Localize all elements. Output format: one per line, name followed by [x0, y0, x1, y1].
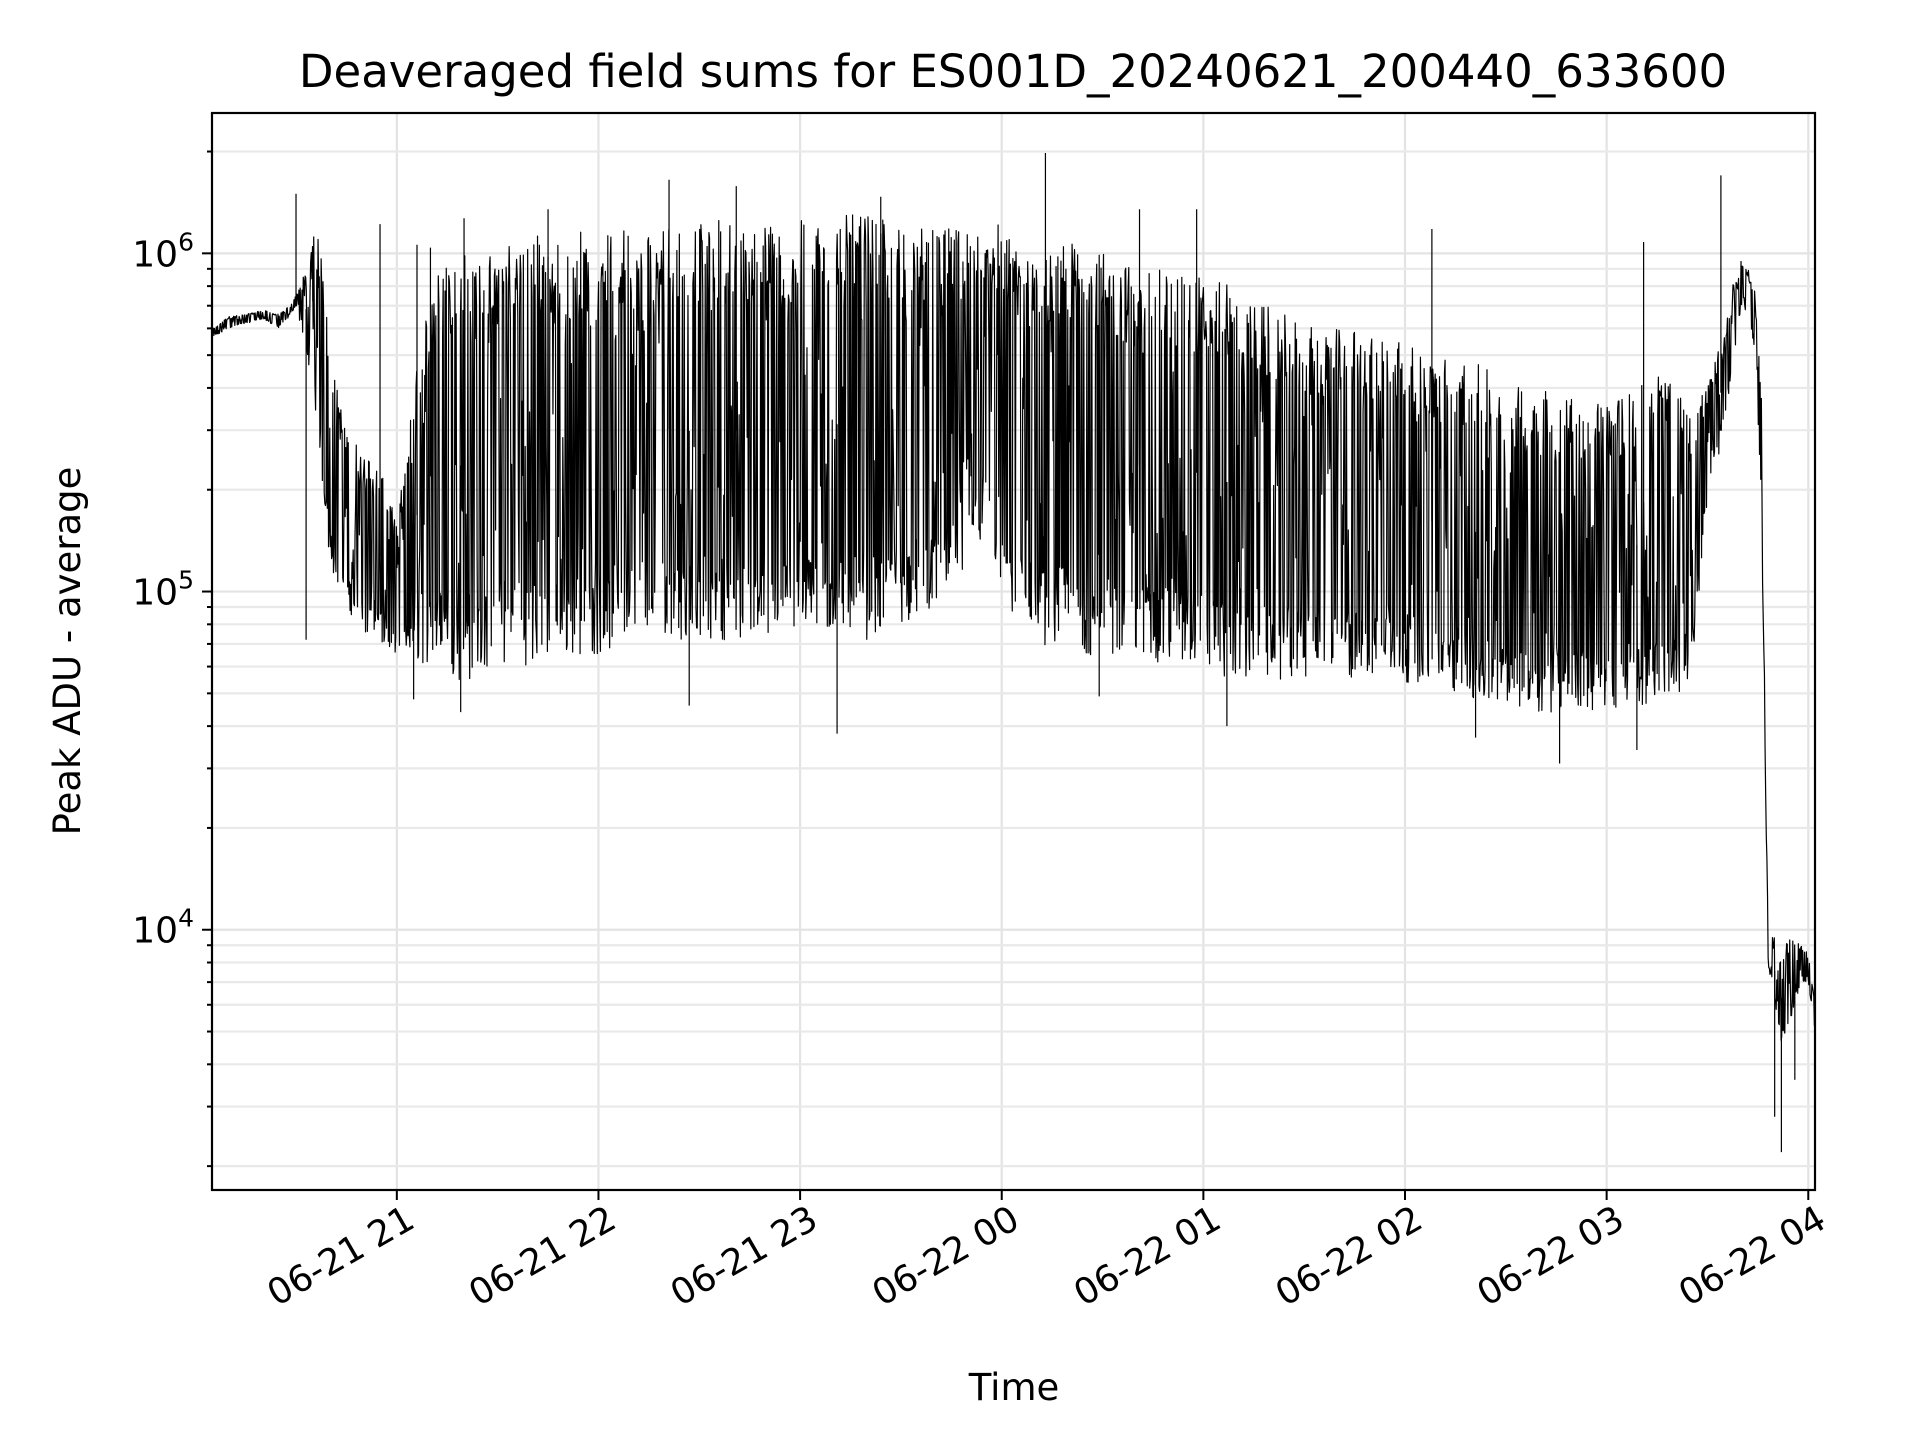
x-axis-label: Time — [968, 1366, 1060, 1409]
x-tick-label: 06-22 02 — [1269, 1198, 1430, 1314]
y-tick-label: 104 — [132, 904, 194, 952]
chart-title: Deaveraged field sums for ES001D_2024062… — [299, 45, 1727, 98]
x-tick-label: 06-21 22 — [462, 1198, 623, 1314]
y-tick-label: 105 — [132, 566, 194, 614]
data-series-line — [211, 214, 1816, 1041]
tick-layer: 06-21 21 06-21 22 06-21 23 06-22 00 06-22 01… — [132, 150, 1833, 1315]
x-tick-label: 06-22 04 — [1672, 1198, 1833, 1314]
series-layer — [211, 153, 1816, 1153]
x-tick-label: 06-22 01 — [1067, 1198, 1228, 1314]
x-tick-label: 06-22 03 — [1470, 1198, 1631, 1314]
y-axis-label: Peak ADU - average — [46, 467, 89, 836]
x-tick-label: 06-21 21 — [261, 1198, 422, 1314]
x-tick-label: 06-22 00 — [866, 1198, 1027, 1314]
axes-frame — [210, 111, 1817, 1192]
y-tick-label: 106 — [132, 227, 194, 275]
x-tick-label: 06-21 23 — [664, 1198, 825, 1314]
